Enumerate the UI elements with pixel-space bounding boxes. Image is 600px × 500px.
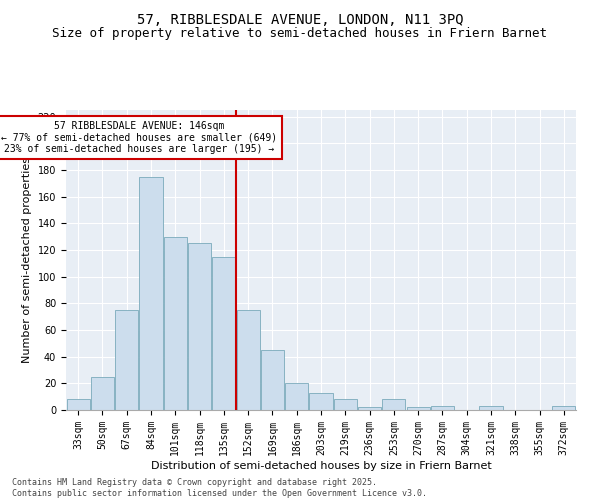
Bar bbox=[479, 406, 503, 410]
Bar bbox=[139, 176, 163, 410]
Bar bbox=[91, 376, 114, 410]
Bar bbox=[115, 310, 138, 410]
Bar bbox=[236, 310, 260, 410]
Bar bbox=[358, 408, 381, 410]
Bar bbox=[407, 408, 430, 410]
Text: 57, RIBBLESDALE AVENUE, LONDON, N11 3PQ: 57, RIBBLESDALE AVENUE, LONDON, N11 3PQ bbox=[137, 12, 463, 26]
Bar bbox=[285, 384, 308, 410]
Bar bbox=[67, 400, 89, 410]
Bar bbox=[188, 244, 211, 410]
Bar bbox=[212, 256, 235, 410]
Bar bbox=[553, 406, 575, 410]
Bar bbox=[261, 350, 284, 410]
Bar bbox=[164, 236, 187, 410]
Bar bbox=[310, 392, 332, 410]
Text: 57 RIBBLESDALE AVENUE: 146sqm
← 77% of semi-detached houses are smaller (649)
23: 57 RIBBLESDALE AVENUE: 146sqm ← 77% of s… bbox=[1, 120, 277, 154]
Bar bbox=[334, 400, 357, 410]
Text: Size of property relative to semi-detached houses in Friern Barnet: Size of property relative to semi-detach… bbox=[53, 28, 548, 40]
Y-axis label: Number of semi-detached properties: Number of semi-detached properties bbox=[22, 157, 32, 363]
X-axis label: Distribution of semi-detached houses by size in Friern Barnet: Distribution of semi-detached houses by … bbox=[151, 460, 491, 470]
Bar bbox=[431, 406, 454, 410]
Bar bbox=[382, 400, 406, 410]
Text: Contains HM Land Registry data © Crown copyright and database right 2025.
Contai: Contains HM Land Registry data © Crown c… bbox=[12, 478, 427, 498]
